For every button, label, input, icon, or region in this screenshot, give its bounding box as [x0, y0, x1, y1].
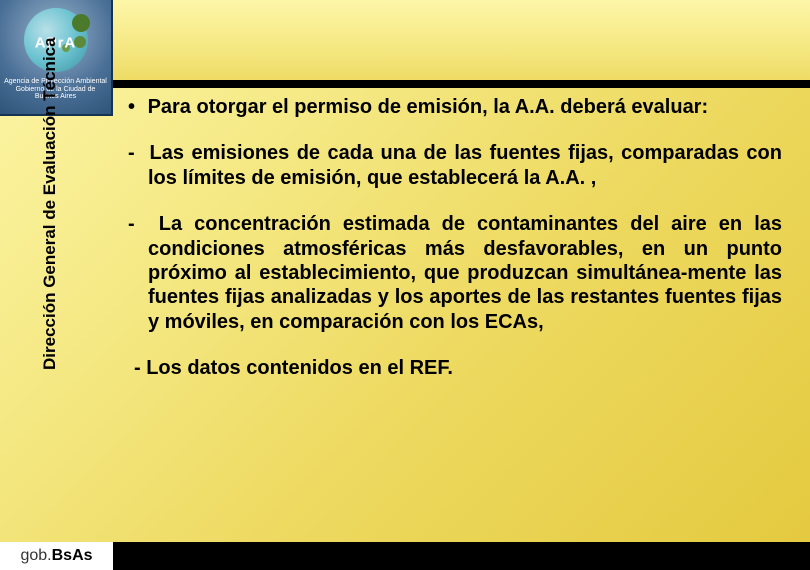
logo-dot-icon [74, 36, 86, 48]
intro-text: Para otorgar el permiso de emisión, la A… [148, 96, 709, 118]
logo-dot-icon [62, 44, 70, 52]
slide: Área Calidad Atmosférica Agencia de Prot… [0, 0, 810, 570]
content-area: • Para otorgar el permiso de emisión, la… [122, 95, 792, 536]
logo-dot-icon [72, 14, 90, 32]
item-text: La concentración estimada de contaminant… [148, 213, 782, 333]
bullet-icon: • [128, 95, 142, 119]
header-gradient [113, 0, 810, 88]
gob-logo: gob.BsAs [0, 542, 113, 570]
list-item: - Las emisiones de cada una de las fuent… [128, 141, 782, 190]
item-text: Las emisiones de cada una de las fuentes… [148, 142, 782, 188]
closing-line: - Los datos contenidos en el REF. [128, 356, 782, 380]
sidebar-vertical-label: Dirección General de Evaluación Técnica [40, 37, 60, 370]
gob-right: BsAs [52, 547, 93, 565]
list-item: - La concentración estimada de contamina… [128, 212, 782, 334]
footer-bar [0, 542, 810, 570]
header-divider [113, 80, 810, 88]
gob-left: gob. [20, 547, 51, 565]
intro-bullet: • Para otorgar el permiso de emisión, la… [128, 95, 782, 119]
